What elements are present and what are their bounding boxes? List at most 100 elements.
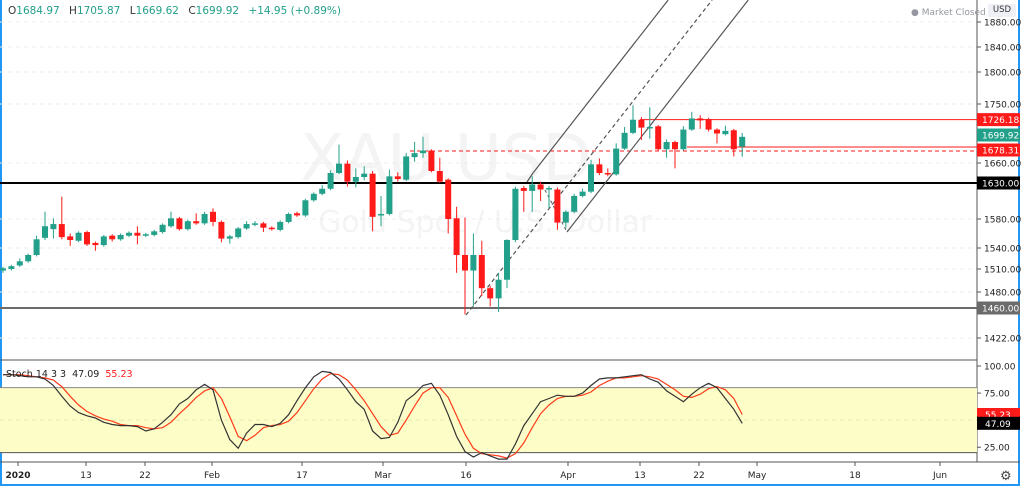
- currency-button[interactable]: USD: [988, 4, 1016, 17]
- candle-body: [571, 195, 578, 212]
- candle-body: [420, 150, 426, 154]
- candle-body: [495, 279, 502, 299]
- candle-body: [352, 177, 359, 182]
- time-tick-label: 2020: [5, 471, 30, 481]
- candle: [226, 234, 233, 244]
- time-tick-label: 22: [139, 471, 150, 481]
- candle: [109, 234, 116, 242]
- price-tick-label: 1800.00: [984, 69, 1021, 79]
- candle: [579, 188, 586, 198]
- candle: [462, 217, 468, 315]
- candle-body: [470, 255, 477, 271]
- candle-body: [562, 211, 569, 223]
- stoch-legend[interactable]: Stoch 14 3 3 47.09 55.23: [6, 369, 133, 380]
- candle: [277, 220, 284, 232]
- candle-body: [268, 227, 275, 230]
- candle-body: [445, 179, 452, 219]
- candle-body: [487, 288, 494, 299]
- candle: [520, 185, 527, 212]
- candle: [714, 128, 720, 144]
- price-tick-label: 1510.00: [984, 266, 1021, 276]
- time-tick-label: 18: [849, 471, 861, 481]
- time-tick-label: Apr: [560, 471, 576, 481]
- ohlc-legend: O1684.97 H1705.87 L1669.62 C1699.92 +14.…: [8, 5, 341, 17]
- change-value: +14.95 (+0.89%): [248, 5, 341, 17]
- price-label-text: 1678.31: [982, 147, 1019, 157]
- candle-body: [453, 218, 460, 255]
- candle: [504, 239, 510, 289]
- candle: [688, 111, 695, 131]
- candle-body: [327, 173, 334, 189]
- candle: [67, 233, 74, 246]
- candle: [151, 229, 158, 237]
- candle-body: [739, 136, 746, 147]
- market-status: ● Market Closed: [911, 8, 986, 18]
- candle-body: [714, 129, 720, 134]
- candle: [378, 195, 384, 227]
- candle-body: [285, 213, 292, 222]
- price-label-text: 1726.18: [982, 116, 1019, 126]
- candle: [344, 160, 351, 187]
- candle-body: [554, 189, 561, 223]
- candle-body: [403, 156, 410, 180]
- candle: [100, 234, 107, 247]
- candle: [646, 107, 653, 139]
- candle: [369, 171, 376, 232]
- close-value: 1699.92: [195, 5, 240, 17]
- candle: [478, 240, 485, 296]
- candle: [445, 178, 452, 234]
- candle-body: [226, 236, 233, 239]
- candle: [739, 132, 746, 157]
- candle: [730, 128, 737, 157]
- candle-body: [722, 130, 729, 135]
- candle: [604, 168, 611, 177]
- candle-body: [478, 255, 485, 289]
- price-tick-label: 1840.00: [984, 44, 1021, 54]
- candle-body: [512, 188, 519, 241]
- time-tick-label: 22: [693, 471, 704, 481]
- candle: [16, 258, 23, 267]
- candle-body: [436, 171, 443, 182]
- price-tick-label: 1480.00: [984, 289, 1021, 299]
- candle-body: [411, 153, 418, 158]
- candle-body: [100, 236, 107, 246]
- time-tick-label: 13: [634, 471, 645, 481]
- candle-body: [344, 163, 351, 182]
- candle-body: [176, 218, 183, 230]
- open-value: 1684.97: [16, 5, 60, 17]
- stoch-d-value: 55.23: [105, 369, 133, 380]
- price-tick-label: 1580.00: [984, 216, 1021, 226]
- time-tick-label: May: [748, 471, 767, 481]
- candle: [260, 221, 267, 233]
- candle: [218, 220, 225, 243]
- time-tick-label: Mar: [375, 471, 392, 481]
- watermark-description: Gold Spot / U.S. Dollar: [318, 205, 653, 240]
- candle: [117, 233, 124, 241]
- candle-body: [50, 224, 57, 230]
- candle: [302, 198, 309, 217]
- candle-body: [302, 200, 309, 216]
- price-label-badge: [977, 128, 1020, 142]
- candle-body: [546, 188, 552, 190]
- candle: [403, 153, 410, 181]
- settings-gear-icon[interactable]: ⚙: [1000, 469, 1012, 484]
- candle-body: [168, 218, 174, 227]
- candle-body: [193, 221, 200, 224]
- candle-body: [730, 130, 737, 150]
- candle: [588, 159, 594, 194]
- candle: [327, 170, 334, 191]
- candle: [722, 125, 729, 136]
- candle-body: [126, 232, 132, 236]
- time-tick-label: 13: [80, 471, 91, 481]
- candle-body: [630, 119, 636, 133]
- stoch-tick-label: 25.00: [984, 444, 1010, 454]
- candle-body: [613, 148, 620, 175]
- candle: [319, 185, 326, 196]
- candle-body: [151, 231, 158, 235]
- candle-body: [394, 176, 401, 179]
- price-label-badge: [977, 143, 1020, 157]
- high-label: H: [69, 5, 77, 17]
- candle: [352, 168, 359, 188]
- candle-body: [537, 184, 544, 190]
